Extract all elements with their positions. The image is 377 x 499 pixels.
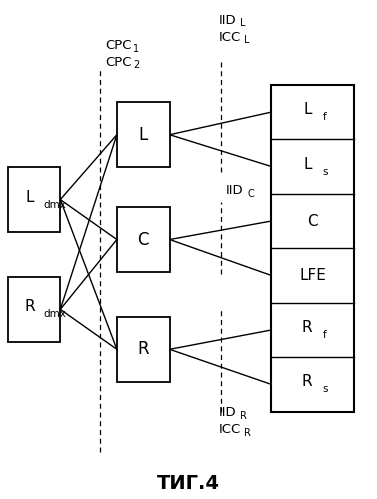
Text: R: R bbox=[25, 299, 35, 314]
Bar bbox=[271, 85, 354, 412]
Text: R: R bbox=[302, 320, 313, 335]
Text: LFE: LFE bbox=[299, 268, 326, 283]
Bar bbox=[8, 277, 60, 342]
Bar bbox=[117, 317, 170, 382]
Text: C: C bbox=[138, 231, 149, 249]
Text: dmx: dmx bbox=[43, 200, 66, 210]
Text: L: L bbox=[139, 126, 148, 144]
Text: IID: IID bbox=[219, 406, 236, 419]
Text: 1: 1 bbox=[133, 44, 139, 54]
Text: IID: IID bbox=[219, 14, 236, 27]
Text: C: C bbox=[247, 189, 254, 199]
Text: L: L bbox=[240, 18, 245, 28]
Text: R: R bbox=[240, 411, 247, 421]
Text: dmx: dmx bbox=[43, 309, 66, 319]
Text: f: f bbox=[322, 112, 326, 122]
Bar bbox=[117, 102, 170, 167]
Text: s: s bbox=[322, 384, 328, 394]
Text: L: L bbox=[26, 190, 34, 205]
Text: C: C bbox=[308, 214, 318, 229]
Text: L: L bbox=[244, 35, 250, 45]
Text: L: L bbox=[303, 102, 311, 117]
Text: R: R bbox=[244, 428, 251, 438]
Text: 2: 2 bbox=[133, 60, 139, 70]
Text: R: R bbox=[138, 340, 149, 358]
Bar bbox=[117, 207, 170, 272]
Text: IID: IID bbox=[226, 184, 244, 197]
Text: ICC: ICC bbox=[219, 423, 241, 436]
Text: ICC: ICC bbox=[219, 31, 241, 44]
Text: CPC: CPC bbox=[106, 39, 132, 52]
Text: L: L bbox=[303, 157, 311, 172]
Text: f: f bbox=[322, 330, 326, 340]
Text: ΤИГ.4: ΤИГ.4 bbox=[157, 474, 220, 493]
Text: R: R bbox=[302, 374, 313, 389]
Bar bbox=[8, 167, 60, 232]
Text: s: s bbox=[322, 167, 328, 177]
Text: CPC: CPC bbox=[106, 56, 132, 69]
